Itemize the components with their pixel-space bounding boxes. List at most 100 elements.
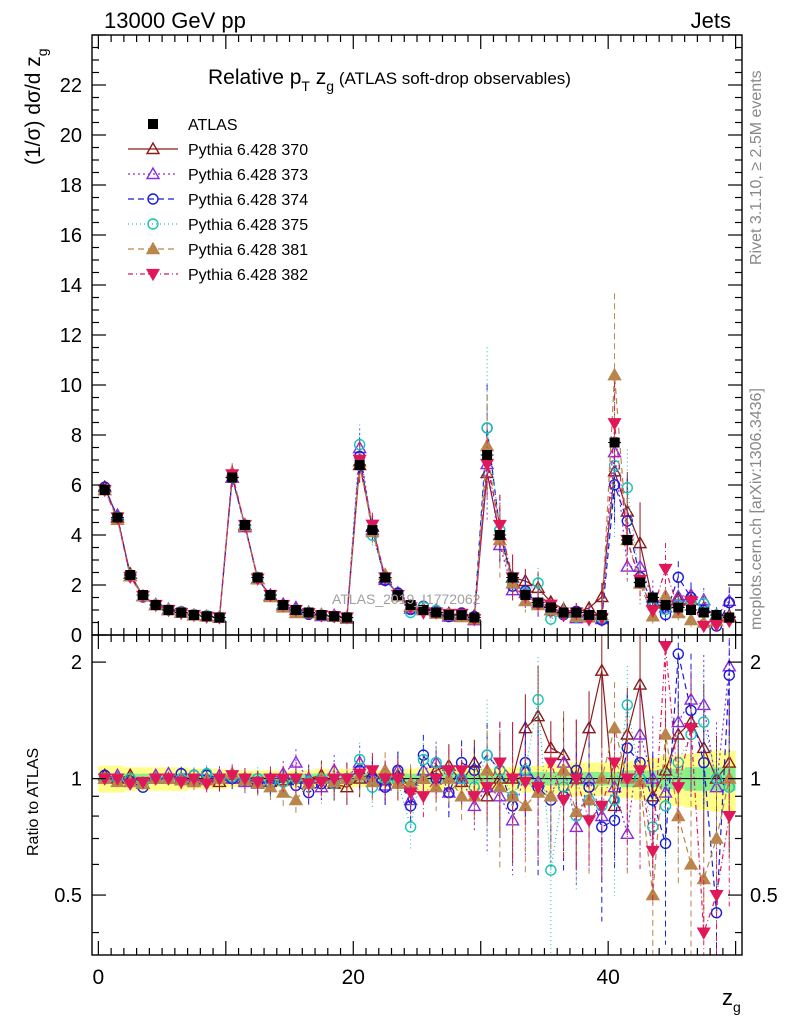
legend-item: ATLAS	[148, 117, 238, 134]
series-6-ratio	[97, 635, 737, 955]
atlas-point	[405, 600, 416, 610]
atlas-point	[724, 612, 735, 623]
atlas-point	[341, 612, 352, 623]
ratio-point	[658, 727, 673, 740]
ratio-tick-label: 0.5	[54, 885, 82, 907]
atlas-point	[545, 602, 556, 613]
x-tick-label: 0	[93, 966, 105, 989]
legend-label: Pythia 6.428 381	[188, 242, 308, 259]
y-tick-label: 2	[71, 575, 82, 597]
y-tick-label: 20	[60, 125, 82, 147]
atlas-point	[660, 600, 671, 610]
data-point	[645, 605, 660, 618]
ratio-point	[492, 757, 507, 770]
data-point	[671, 589, 686, 602]
ratio-point	[569, 773, 584, 786]
ratio-point	[454, 788, 469, 802]
legend-item: Pythia 6.428 373	[128, 166, 308, 184]
ratio-point	[404, 821, 417, 833]
atlas-point	[609, 437, 620, 448]
ratio-point	[225, 770, 240, 783]
ratio-point	[531, 782, 546, 795]
ratio-point	[378, 773, 393, 786]
ratio-point	[479, 762, 495, 776]
data-point	[672, 571, 684, 583]
ratio-point	[161, 773, 176, 786]
atlas-point	[392, 590, 403, 600]
ratio-point	[543, 757, 558, 770]
legend-label: Pythia 6.428 373	[188, 167, 308, 184]
ratio-point	[683, 857, 699, 870]
ratio-point	[723, 669, 735, 681]
atlas-point	[188, 610, 199, 620]
ratio-point	[543, 788, 559, 802]
atlas-point	[596, 610, 607, 620]
y-tick-label: 4	[71, 525, 82, 547]
ratio-point	[621, 699, 633, 711]
ratio-point	[467, 791, 482, 804]
legend-label: Pythia 6.428 374	[188, 192, 308, 209]
atlas-point	[367, 525, 378, 535]
atlas-point	[711, 610, 722, 620]
atlas-point	[635, 577, 646, 588]
atlas-point	[150, 600, 161, 610]
legend-marker	[145, 241, 161, 255]
ratio-tick-label: 2	[750, 652, 761, 674]
ratio-point	[263, 773, 278, 786]
legend-marker	[147, 218, 159, 230]
ratio-point	[659, 800, 672, 812]
ratio-point	[633, 765, 648, 778]
ratio-point	[148, 773, 163, 786]
atlas-point	[494, 530, 505, 540]
y-tick-label: 8	[71, 425, 82, 447]
series-ratio-line	[104, 699, 730, 871]
atlas-point	[163, 605, 174, 615]
legend-item: Pythia 6.428 375	[128, 217, 308, 234]
series-ratio-line	[104, 666, 730, 834]
y-axis-label: (1/σ) dσ/d zg	[22, 48, 50, 165]
legend-item: Pythia 6.428 370	[128, 141, 308, 159]
atlas-point	[278, 600, 289, 610]
ratio-point	[135, 776, 151, 790]
ratio-point	[237, 773, 252, 786]
legend-label: Pythia 6.428 370	[188, 142, 308, 159]
ratio-point	[250, 776, 265, 790]
ratio-point	[647, 794, 659, 806]
ratio-tick-label: 2	[71, 652, 82, 674]
legend-marker	[147, 193, 159, 205]
data-point	[594, 589, 610, 603]
ratio-point	[327, 773, 342, 786]
data-point	[632, 535, 648, 549]
atlas-point	[176, 607, 187, 618]
ratio-point	[199, 778, 214, 791]
ratio-point	[390, 773, 405, 786]
ratio-point	[441, 765, 456, 778]
atlas-point	[558, 607, 569, 618]
y-tick-label: 16	[60, 225, 82, 247]
ratio-point	[608, 814, 621, 827]
header-right: Jets	[691, 8, 731, 33]
y-tick-label: 18	[60, 175, 82, 197]
atlas-point	[239, 520, 250, 530]
legend-marker	[145, 166, 161, 180]
atlas-point	[265, 590, 276, 600]
ratio-point	[556, 794, 571, 808]
atlas-point	[647, 592, 658, 603]
ratio-y-axis-label: Ratio to ATLAS	[25, 748, 42, 856]
ratio-point	[505, 773, 520, 786]
atlas-point	[214, 612, 225, 623]
ratio-point	[301, 778, 316, 791]
analysis-watermark: ATLAS_2019_I1772062	[332, 591, 481, 607]
atlas-point	[290, 605, 301, 615]
atlas-point	[112, 512, 123, 523]
data-point	[683, 612, 699, 626]
legend: ATLAS Pythia 6.428 370 Pythia 6.428 373 Pyt…	[128, 117, 308, 284]
legend-marker	[145, 141, 161, 155]
ratio-point	[607, 757, 622, 770]
ratio-point	[110, 773, 125, 786]
ratio-point	[658, 640, 673, 654]
ratio-point	[288, 792, 304, 806]
atlas-point	[571, 607, 582, 618]
